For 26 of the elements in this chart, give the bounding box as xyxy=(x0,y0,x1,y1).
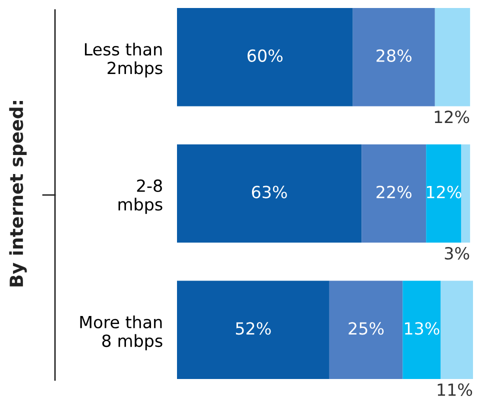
data-label: 28% xyxy=(376,49,412,62)
y-axis-title: By internet speed: xyxy=(9,101,27,286)
bar xyxy=(426,144,462,243)
bar xyxy=(440,280,473,379)
bar xyxy=(177,280,330,379)
data-label: 60% xyxy=(248,49,283,62)
data-label: 3% xyxy=(444,246,470,260)
bar xyxy=(352,8,435,106)
bar xyxy=(177,144,362,243)
y-tick-label: 2-8 mbps xyxy=(118,179,162,214)
bar xyxy=(362,144,426,243)
bar xyxy=(329,280,403,379)
data-label: 12% xyxy=(427,186,462,198)
data-label: 11% xyxy=(438,383,472,396)
data-label: 13% xyxy=(405,322,440,335)
bar xyxy=(177,8,353,106)
y-tick-label: Less than 2mbps xyxy=(84,42,162,78)
data-label: 12% xyxy=(434,110,470,124)
bar xyxy=(461,144,470,243)
data-label: 22% xyxy=(376,186,412,198)
bar xyxy=(434,8,470,106)
data-label: 25% xyxy=(348,322,384,335)
y-tick-label: More than 8 mbps xyxy=(80,316,162,350)
data-label: 63% xyxy=(252,186,287,198)
data-label: 52% xyxy=(236,322,271,335)
bar xyxy=(402,280,441,379)
